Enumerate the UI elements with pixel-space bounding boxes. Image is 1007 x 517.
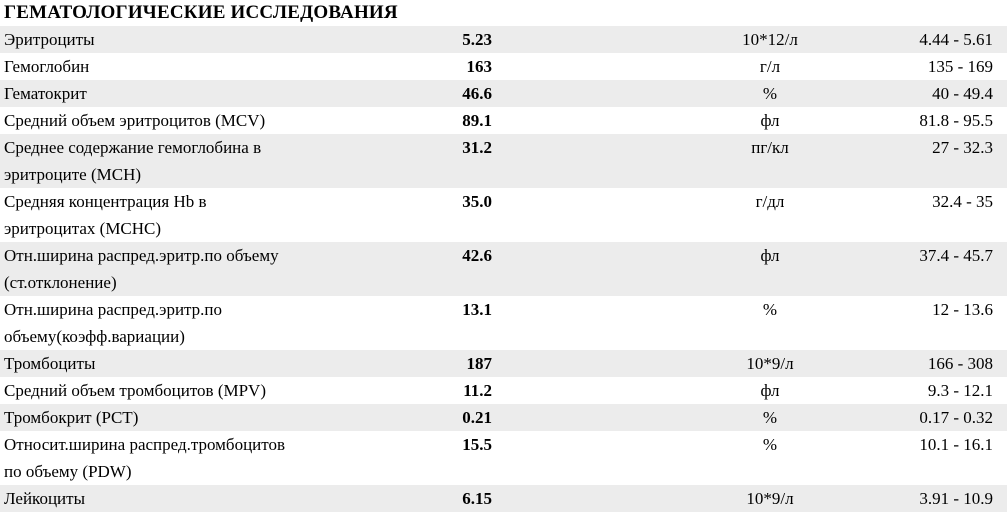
test-name: Средний объем тромбоцитов (MPV): [4, 377, 399, 404]
test-unit: %: [762, 300, 778, 319]
test-name: Отн.ширина распред.эритр.по объему (ст.о…: [4, 242, 399, 296]
test-value: 42.6: [462, 246, 492, 265]
reference-range: 166 - 308: [927, 354, 993, 373]
test-name-line: Отн.ширина распред.эритр.по: [4, 300, 223, 319]
reference-range: 0.17 - 0.32: [919, 408, 993, 427]
results-table: Эритроциты 5.23 10*12/л 4.44 - 5.61 Гемо…: [0, 26, 1007, 512]
test-value: 0.21: [462, 408, 492, 427]
reference-range: 32.4 - 35: [932, 192, 993, 211]
reference-range: 12 - 13.6: [932, 300, 993, 319]
reference-range: 27 - 32.3: [932, 138, 993, 157]
result-row-hemoglobin: Гемоглобин 163 г/л 135 - 169: [0, 53, 1007, 80]
test-name-line: Гемоглобин: [4, 57, 90, 76]
test-value: 187: [466, 354, 493, 373]
section-title: ГЕМАТОЛОГИЧЕСКИЕ ИССЛЕДОВАНИЯ: [4, 2, 398, 23]
test-name: Средний объем эритроцитов (MCV): [4, 107, 399, 134]
result-row-mch: Среднее содержание гемоглобина в эритроц…: [0, 134, 1007, 188]
result-row-rdw-sd: Отн.ширина распред.эритр.по объему (ст.о…: [0, 242, 1007, 296]
test-name: Средняя концентрация Hb в эритроцитах (M…: [4, 188, 399, 242]
test-unit: 10*9/л: [746, 354, 794, 373]
test-name: Тромбоциты: [4, 350, 399, 377]
test-value: 6.15: [462, 489, 492, 508]
result-row-mpv: Средний объем тромбоцитов (MPV) 11.2 фл …: [0, 377, 1007, 404]
test-unit: %: [762, 84, 778, 103]
test-unit: 10*9/л: [746, 489, 794, 508]
test-name-line: Среднее содержание гемоглобина в: [4, 138, 262, 157]
test-name-line: объему(коэфф.вариации): [4, 327, 185, 346]
test-value: 46.6: [462, 84, 492, 103]
reference-range: 40 - 49.4: [932, 84, 993, 103]
reference-range: 3.91 - 10.9: [919, 489, 993, 508]
test-name-line: эритроците (MCH): [4, 165, 142, 184]
reference-range: 135 - 169: [927, 57, 993, 76]
test-unit: пг/кл: [751, 138, 789, 157]
test-unit: фл: [760, 381, 780, 400]
test-unit: г/дл: [755, 192, 785, 211]
result-row-hematocrit: Гематокрит 46.6 % 40 - 49.4: [0, 80, 1007, 107]
test-name-line: Отн.ширина распред.эритр.по объему: [4, 246, 279, 265]
test-value: 163: [466, 57, 493, 76]
test-value: 89.1: [462, 111, 492, 130]
test-name-line: эритроцитах (MCHC): [4, 219, 162, 238]
test-unit: 10*12/л: [742, 30, 798, 49]
reference-range: 10.1 - 16.1: [919, 435, 993, 454]
test-name: Тромбокрит (PCT): [4, 404, 399, 431]
test-name: Лейкоциты: [4, 485, 399, 512]
test-name-line: Относит.ширина распред.тромбоцитов: [4, 435, 286, 454]
test-value: 11.2: [463, 381, 492, 400]
result-row-leukocytes: Лейкоциты 6.15 10*9/л 3.91 - 10.9: [0, 485, 1007, 512]
reference-range: 37.4 - 45.7: [919, 246, 993, 265]
test-name-line: Эритроциты: [4, 30, 95, 49]
test-name: Относит.ширина распред.тромбоцитов по об…: [4, 431, 399, 485]
test-value: 35.0: [462, 192, 492, 211]
test-unit: %: [762, 408, 778, 427]
test-value: 13.1: [462, 300, 492, 319]
test-name: Гематокрит: [4, 80, 399, 107]
result-row-pct: Тромбокрит (PCT) 0.21 % 0.17 - 0.32: [0, 404, 1007, 431]
reference-range: 9.3 - 12.1: [927, 381, 993, 400]
result-row-rdw-cv: Отн.ширина распред.эритр.по объему(коэфф…: [0, 296, 1007, 350]
result-row-platelets: Тромбоциты 187 10*9/л 166 - 308: [0, 350, 1007, 377]
test-value: 5.23: [462, 30, 492, 49]
test-unit: %: [762, 435, 778, 454]
test-name-line: Тромбокрит (PCT): [4, 408, 139, 427]
result-row-mcv: Средний объем эритроцитов (MCV) 89.1 фл …: [0, 107, 1007, 134]
test-name-line: Средний объем эритроцитов (MCV): [4, 111, 266, 130]
test-name-line: Средняя концентрация Hb в: [4, 192, 207, 211]
result-row-pdw: Относит.ширина распред.тромбоцитов по об…: [0, 431, 1007, 485]
test-unit: фл: [760, 111, 780, 130]
test-name: Эритроциты: [4, 26, 399, 53]
test-name-line: Тромбоциты: [4, 354, 96, 373]
test-value: 15.5: [462, 435, 492, 454]
test-name-line: Лейкоциты: [4, 489, 85, 508]
test-name-line: по объему (PDW): [4, 462, 132, 481]
result-row-mchc: Средняя концентрация Hb в эритроцитах (M…: [0, 188, 1007, 242]
test-name: Гемоглобин: [4, 53, 399, 80]
result-row-erythrocytes: Эритроциты 5.23 10*12/л 4.44 - 5.61: [0, 26, 1007, 53]
reference-range: 81.8 - 95.5: [919, 111, 993, 130]
test-name-line: (ст.отклонение): [4, 273, 117, 292]
test-value: 31.2: [462, 138, 492, 157]
reference-range: 4.44 - 5.61: [919, 30, 993, 49]
test-name: Среднее содержание гемоглобина в эритроц…: [4, 134, 399, 188]
test-name-line: Средний объем тромбоцитов (MPV): [4, 381, 266, 400]
test-name: Отн.ширина распред.эритр.по объему(коэфф…: [4, 296, 399, 350]
test-unit: г/л: [759, 57, 781, 76]
test-unit: фл: [760, 246, 780, 265]
test-name-line: Гематокрит: [4, 84, 87, 103]
